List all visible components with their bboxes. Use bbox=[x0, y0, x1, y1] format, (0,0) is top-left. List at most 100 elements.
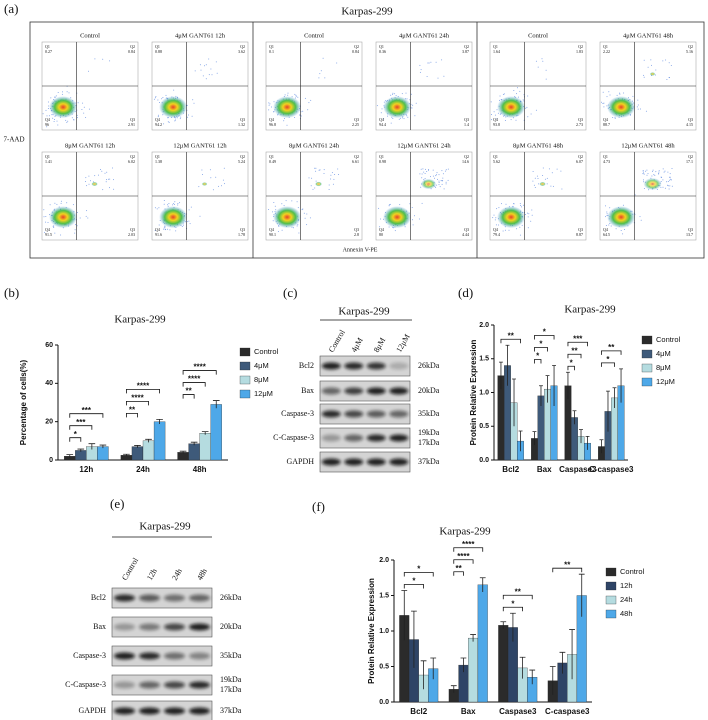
legend-label: 48h bbox=[620, 609, 633, 618]
error-bar bbox=[123, 453, 130, 457]
event-dot bbox=[298, 232, 300, 234]
kda-label: 26kDa bbox=[418, 361, 440, 370]
event-dot bbox=[443, 188, 445, 190]
legend-swatch bbox=[239, 375, 251, 385]
event-dot bbox=[525, 107, 527, 109]
event-dot bbox=[542, 175, 544, 176]
significance-bracket bbox=[567, 353, 582, 359]
event-dot bbox=[294, 93, 296, 95]
event-dot bbox=[438, 182, 440, 183]
event-dot bbox=[191, 115, 193, 117]
event-dot bbox=[102, 58, 104, 60]
event-dot bbox=[662, 186, 664, 188]
event-dot bbox=[67, 120, 69, 122]
significance-bracket bbox=[126, 388, 160, 394]
event-dot bbox=[158, 207, 160, 209]
event-dot bbox=[273, 111, 275, 113]
event-dot bbox=[306, 213, 308, 215]
density-core bbox=[49, 206, 78, 229]
event-dot bbox=[83, 112, 85, 114]
event-dot bbox=[155, 97, 156, 99]
legend-swatch bbox=[239, 347, 251, 357]
kda-label: 19kDa bbox=[220, 675, 242, 684]
row-label: Bax bbox=[93, 622, 106, 631]
event-dot bbox=[324, 77, 326, 79]
significance-bracket bbox=[502, 606, 523, 612]
event-dot bbox=[154, 207, 156, 209]
quadrant-name: Q4 bbox=[379, 117, 384, 122]
event-dot bbox=[192, 99, 194, 101]
quadrant-percent: 2.73 bbox=[576, 122, 583, 127]
event-dot bbox=[603, 106, 605, 108]
error-bar bbox=[585, 435, 590, 450]
event-dot bbox=[73, 119, 74, 121]
event-dot bbox=[428, 169, 429, 171]
quadrant-percent: 79.4 bbox=[493, 232, 500, 237]
quadrant-percent: 2.91 bbox=[128, 122, 135, 127]
event-dot bbox=[389, 203, 391, 205]
event-dot bbox=[419, 64, 421, 66]
y-tick-label: 0.5 bbox=[479, 423, 489, 430]
significance-label: * bbox=[511, 599, 515, 608]
significance-bracket bbox=[552, 567, 583, 573]
event-dot bbox=[376, 105, 378, 107]
event-dot bbox=[421, 202, 423, 204]
event-dot bbox=[651, 64, 652, 66]
event-dot bbox=[434, 177, 435, 179]
event-dot bbox=[552, 185, 554, 187]
event-dot bbox=[662, 60, 664, 62]
quadrant-name: Q2 bbox=[130, 44, 135, 49]
significance-label: * bbox=[74, 430, 78, 439]
kda-label: 37kDa bbox=[220, 706, 242, 715]
error-bar bbox=[518, 430, 523, 452]
significance-bracket bbox=[500, 338, 521, 344]
event-dot bbox=[182, 224, 184, 226]
event-dot bbox=[284, 94, 286, 96]
event-dot bbox=[283, 205, 285, 207]
event-dot bbox=[190, 206, 192, 208]
event-dot bbox=[315, 180, 317, 182]
band bbox=[366, 410, 386, 418]
event-dot bbox=[223, 167, 225, 169]
error-bar bbox=[99, 444, 107, 449]
quadrant-name: Q3 bbox=[240, 117, 245, 122]
event-dot bbox=[189, 223, 191, 225]
event-dot bbox=[643, 172, 644, 174]
event-dot bbox=[177, 203, 179, 204]
quadrant-name: Q3 bbox=[354, 117, 359, 122]
event-dot bbox=[643, 59, 645, 61]
event-dot bbox=[530, 113, 532, 115]
event-dot bbox=[503, 93, 505, 95]
plot-title: 4μM GANT61 24h bbox=[399, 32, 450, 39]
panel-title: Karpas-299 bbox=[338, 306, 390, 318]
band bbox=[189, 707, 210, 715]
event-dot bbox=[495, 224, 497, 226]
event-dot bbox=[603, 102, 605, 104]
error-bar bbox=[190, 441, 198, 446]
event-dot bbox=[655, 171, 657, 173]
band bbox=[389, 458, 409, 466]
event-dot bbox=[517, 87, 518, 89]
event-dot bbox=[440, 180, 442, 182]
error-bar bbox=[498, 361, 503, 390]
band bbox=[344, 458, 364, 466]
chart-title: Karpas-299 bbox=[439, 526, 491, 538]
event-dot bbox=[519, 234, 521, 236]
event-dot bbox=[615, 228, 617, 230]
event-dot bbox=[56, 120, 58, 122]
event-dot bbox=[646, 174, 648, 176]
event-dot bbox=[404, 226, 406, 228]
quadrant-name: Q1 bbox=[379, 44, 384, 49]
event-dot bbox=[668, 188, 670, 190]
event-dot bbox=[174, 203, 175, 205]
event-dot bbox=[43, 216, 45, 218]
event-dot bbox=[210, 177, 212, 179]
y-axis-label: 7-AAD bbox=[4, 136, 25, 144]
event-dot bbox=[671, 168, 673, 169]
event-dot bbox=[436, 184, 438, 186]
event-dot bbox=[510, 119, 512, 121]
band bbox=[344, 362, 364, 370]
event-dot bbox=[60, 234, 62, 236]
event-dot bbox=[163, 203, 165, 205]
legend-label: 4μM bbox=[254, 361, 269, 370]
